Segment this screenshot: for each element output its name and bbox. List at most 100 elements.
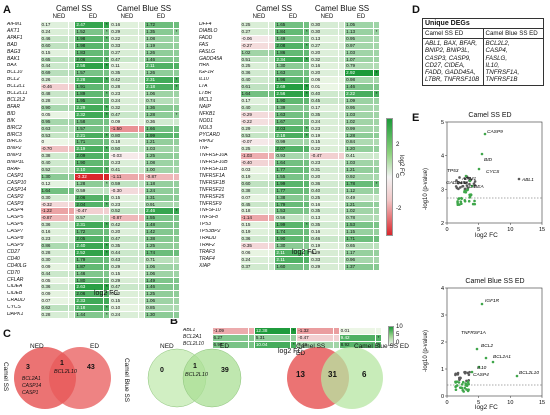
colorbar-a-tick: 0 [396,174,400,180]
venn2-left: NED [160,343,174,350]
gene-entry: LTBR, TNFRSF10B [425,76,480,84]
y-tick-label: 2 [441,340,444,346]
heatmap-row: CASP2 0.30 2.06 0.15 1.31 [6,193,180,202]
data-point [459,181,463,185]
gene-label: CYCS [6,304,40,312]
gene-label: CRADD [6,297,40,305]
data-point [484,356,488,360]
gene-label: CD27 [6,249,40,257]
gene-label: TNFRSF21 [198,187,240,195]
data-point [457,381,461,384]
heatmap-row: FADD -0.06 1.49 0.13 0.95 [198,34,380,43]
data-point [466,188,470,191]
y-tick-label: 1 [441,367,444,373]
data-point [467,199,471,203]
unique-degs-table: Unique DEGs Camel SS ED Camel Blue SS ED… [422,18,544,86]
data-point [461,380,465,384]
heatmap-row: GADD45A 0.51 2.34 * 0.32 1.07 [198,55,380,64]
unique-col2-genes: BCL2L2, CASP4, FASLG, IL10, TNFRSF1A, TNFRSF1… [482,39,544,85]
data-point [465,383,469,387]
x-tick-label: 10 [507,227,513,233]
volcano2-xlabel: log2 FC [475,404,498,411]
heatmap-row: TRAF2 -0.35 1.30 0.19 0.65 [198,242,380,250]
data-point [456,373,460,376]
gene-label: DIABLO [198,28,240,36]
gene-label: BRAF [6,166,40,174]
colorbar-b-tick: 10 [396,324,403,330]
significance-mark [268,262,276,271]
venn2-right: ED [220,343,230,350]
venn1-a-gene: CASP1 [22,390,39,396]
gene-label: IGF1R [198,69,240,77]
gene-label: BAX [6,62,40,70]
heatmap-row: CASP5 -0.87 0.57 -0.87 1.55 [6,214,180,223]
point-label: CASP4 [473,372,489,378]
data-point [454,185,458,188]
gene-label: CASP3 [6,201,40,208]
heatmap-cell: 6.95 [211,340,249,349]
heatmap-row: TRAF4 0.24 2.11 0.33 0.96 [198,255,380,264]
col-ed: ED [288,14,298,20]
heatmap-row: BCL2L11 0.48 1.89 * 0.23 1.06 [6,90,180,98]
data-point [460,383,464,386]
col-ned: NED [320,14,334,20]
gene-label: NFKB1 [198,111,240,119]
gene-label: TNFRSF1B [198,180,240,188]
col-ed: ED [356,14,366,20]
venn1-a-gene: CASP14 [22,383,42,389]
data-point [464,181,467,185]
heatmap-row: BIRC2 0.63 1.57 -1.50 1.66 [6,124,180,133]
gene-label: TNFRSF9 [198,201,240,208]
volcano2-ylabel: -log10 (p-value) [423,329,429,372]
heatmap-row: CASP8 0.23 2.05 0.47 1.38 [6,235,180,243]
point-label: BCL2 [481,343,493,349]
point-label: IL10 [477,365,487,371]
gene-label: NOD1 [198,118,240,126]
venn2-b: 39 [221,367,229,374]
heatmap-row: BIK 0.95 1.58 0.09 0.36 [6,117,180,126]
unique-col2-header: Camel Blue SS ED [482,29,544,38]
gene-entry: FASLG, [485,54,508,62]
heatmap-row: CASP4 -1.22 -0.47 0.52 2.46 * [6,207,180,216]
gene-label: BIK [6,118,40,126]
data-point [468,182,471,186]
venn1-a: 3 [26,364,30,371]
data-point [467,373,471,377]
volcano-frame [446,121,543,224]
data-point [464,370,467,374]
gene-label: CASP10 [6,180,40,188]
gene-label: XIAP [198,263,240,271]
gene-label: CASP8 [6,235,40,243]
gene-entry: TNFRSF1B [485,76,518,84]
significance-mark [373,262,380,271]
data-point [483,132,487,136]
heatmap-row: CASP6 0.36 2.31 * 0.42 1.48 [6,221,180,230]
gene-label: TNFRSF25 [198,194,240,202]
heatmap-row: FAS -0.27 2.08 * 0.27 0.97 [198,41,380,50]
heatmap-row: BCL2A1 6.27 5.31 -0.47 9.42 * [182,333,382,342]
gene-label: BNIP3L [6,159,40,167]
gene-entry: CASP4, [485,47,508,55]
data-point [460,202,463,206]
data-point [475,347,479,351]
heatmap-row: BRAF 0.52 2.10 * 0.41 1.00 [6,166,180,174]
venn1-b: 43 [87,364,95,371]
x-tick-label: 15 [539,227,545,233]
heatmap-row: BNIP2 -0.70 2.19 * 0.50 1.03 [6,145,180,154]
colorbar-b [388,326,394,346]
heatmap-row: CFLAR 0.05 1.80 0.29 1.49 [6,276,180,285]
heatmap-row: BCL2L1 -0.46 1.91 0.28 2.18 * [6,83,180,92]
point-label: AIFM1 [461,176,476,182]
heatmap-a-right: DFF4 0.25 1.65 0.30 1.05 DIABLO 0.27 1.84 * 0.30 1… [198,21,380,271]
heatmap-row: XIAP 0.37 1.60 0.29 1.37 [198,262,380,271]
gene-label: CASP2 [6,194,40,202]
gene-label: TNFRSF10A [198,152,240,160]
heatmap-row: NFKB1 -0.29 1.63 0.35 1.03 [198,110,380,119]
x-tick-label: 10 [507,400,513,406]
heatmap-row: BCL2 0.26 2.28 * 0.42 2.31 * [6,76,180,85]
heatmap-row: TP53BP2 0.19 1.74 0.16 1.15 [198,228,380,237]
gene-label: BCL10 [6,69,40,77]
y-tick-label: 5 [441,120,444,126]
data-point [456,203,460,207]
